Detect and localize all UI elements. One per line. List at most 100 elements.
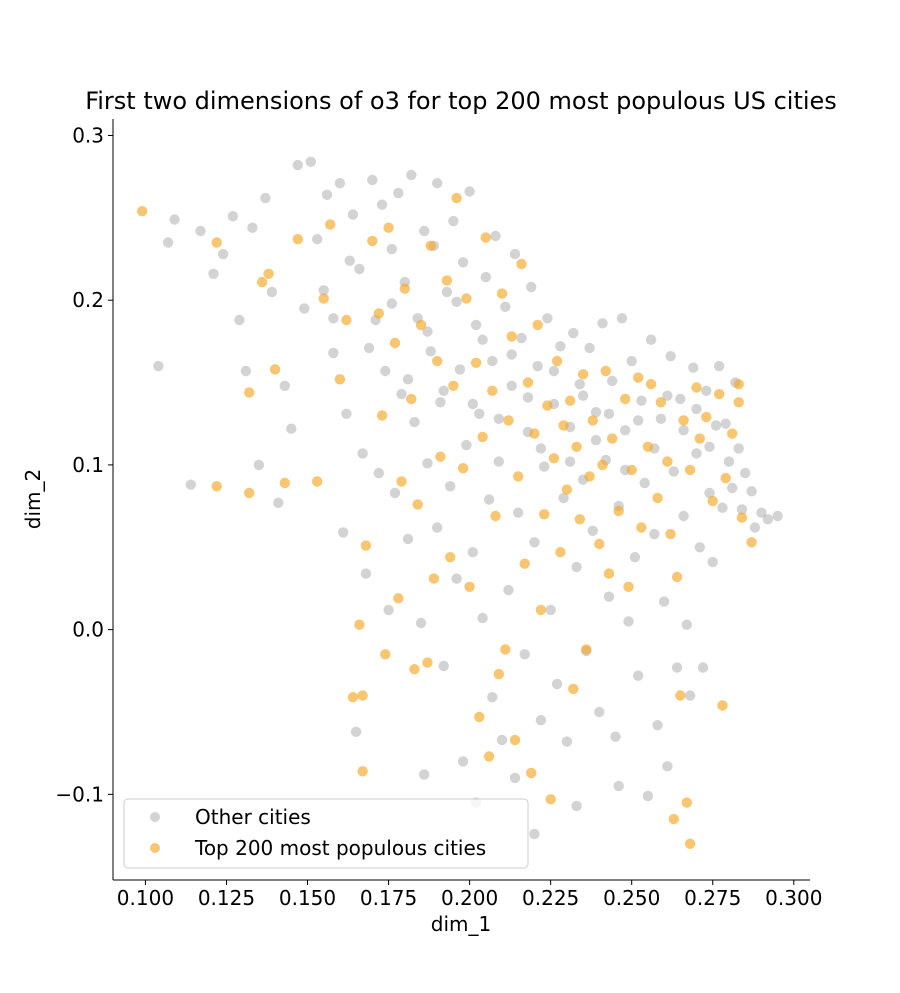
other-city-point [571, 800, 582, 812]
other-city-point [613, 780, 624, 792]
other-city-point [299, 303, 310, 314]
other-city-point [253, 459, 265, 471]
other-city-point [529, 537, 540, 548]
other-city-point [195, 225, 206, 237]
top-city-point [645, 379, 657, 390]
other-city-point [603, 408, 615, 419]
other-city-point [328, 347, 339, 359]
top-city-point [736, 512, 748, 523]
legend-marker-other-cities [150, 812, 160, 822]
other-city-point [474, 408, 485, 419]
other-city-point [432, 522, 443, 533]
top-city-point [347, 692, 359, 703]
other-city-point [354, 263, 365, 275]
top-city-point [357, 690, 368, 701]
top-city-point [435, 451, 446, 462]
other-city-point [386, 298, 397, 309]
top-city-point [626, 464, 637, 476]
top-city-point [461, 293, 472, 304]
other-city-point [590, 407, 602, 418]
top-city-point [548, 453, 560, 464]
other-city-point [480, 271, 491, 283]
x-tick-label: 0.250 [603, 886, 660, 910]
other-city-point [363, 342, 375, 354]
top-city-point [694, 433, 705, 444]
top-city-point [256, 276, 268, 288]
other-city-point [279, 380, 290, 391]
other-city-point [506, 380, 517, 391]
other-city-point [639, 477, 650, 489]
other-city-point [438, 385, 449, 396]
other-city-point [373, 467, 384, 479]
top-city-point [542, 400, 553, 411]
other-city-point [380, 365, 391, 377]
other-city-point [707, 556, 718, 568]
other-city-point [273, 497, 284, 508]
top-city-point [613, 505, 624, 517]
x-tick-label: 0.275 [684, 886, 741, 910]
top-city-point [244, 487, 255, 499]
other-city-point [590, 435, 602, 446]
top-city-point [733, 379, 744, 390]
other-city-point [376, 199, 388, 210]
top-city-point [415, 319, 427, 331]
top-city-point [535, 604, 547, 616]
other-city-point [697, 662, 709, 673]
other-city-point [516, 332, 527, 344]
top-city-point [555, 547, 566, 558]
top-city-point [457, 463, 469, 474]
other-city-point [629, 552, 641, 563]
top-city-point [574, 514, 585, 525]
other-city-point [402, 533, 414, 545]
other-city-point [169, 214, 180, 225]
top-city-point [263, 268, 274, 279]
x-tick-label: 0.200 [441, 886, 498, 910]
other-city-point [457, 257, 469, 268]
top-city-point [422, 657, 433, 668]
other-city-point [671, 662, 683, 673]
top-city-point [464, 581, 475, 592]
other-city-point [393, 187, 404, 199]
top-city-point [396, 476, 407, 487]
top-city-point [357, 766, 368, 777]
top-city-point [662, 456, 673, 467]
other-city-point [432, 178, 443, 189]
x-tick-label: 0.300 [765, 886, 822, 910]
other-city-point [723, 456, 735, 467]
other-city-point [350, 726, 362, 737]
other-city-point [701, 385, 712, 396]
other-city-point [386, 243, 397, 255]
top-city-point [678, 415, 689, 426]
other-city-point [704, 487, 715, 499]
top-city-point [597, 459, 608, 471]
other-city-point [551, 678, 563, 690]
other-city-point [334, 178, 346, 189]
other-city-point [292, 159, 303, 171]
top-city-point [325, 219, 336, 230]
top-city-point [483, 751, 495, 762]
top-city-point [389, 337, 401, 349]
other-city-point [493, 413, 504, 424]
other-city-point [542, 313, 553, 324]
other-city-point [448, 215, 459, 227]
top-city-point [318, 293, 329, 304]
other-city-point [587, 525, 598, 536]
other-city-point [457, 756, 469, 767]
other-city-point [662, 390, 673, 401]
other-city-point [451, 296, 462, 307]
other-city-point [389, 487, 401, 499]
other-city-point [487, 692, 498, 703]
other-city-point [658, 596, 670, 607]
other-city-point [419, 225, 430, 237]
other-city-point [704, 441, 715, 452]
other-city-point [607, 375, 618, 387]
other-city-point [740, 467, 751, 479]
x-tick-label: 0.100 [117, 886, 174, 910]
top-city-point [373, 308, 384, 319]
top-city-point [312, 476, 323, 487]
top-city-point [636, 522, 647, 533]
other-city-point [341, 408, 352, 419]
legend-marker-top-200-cities [150, 843, 160, 853]
other-city-point [422, 458, 433, 469]
top-city-point [691, 382, 702, 393]
